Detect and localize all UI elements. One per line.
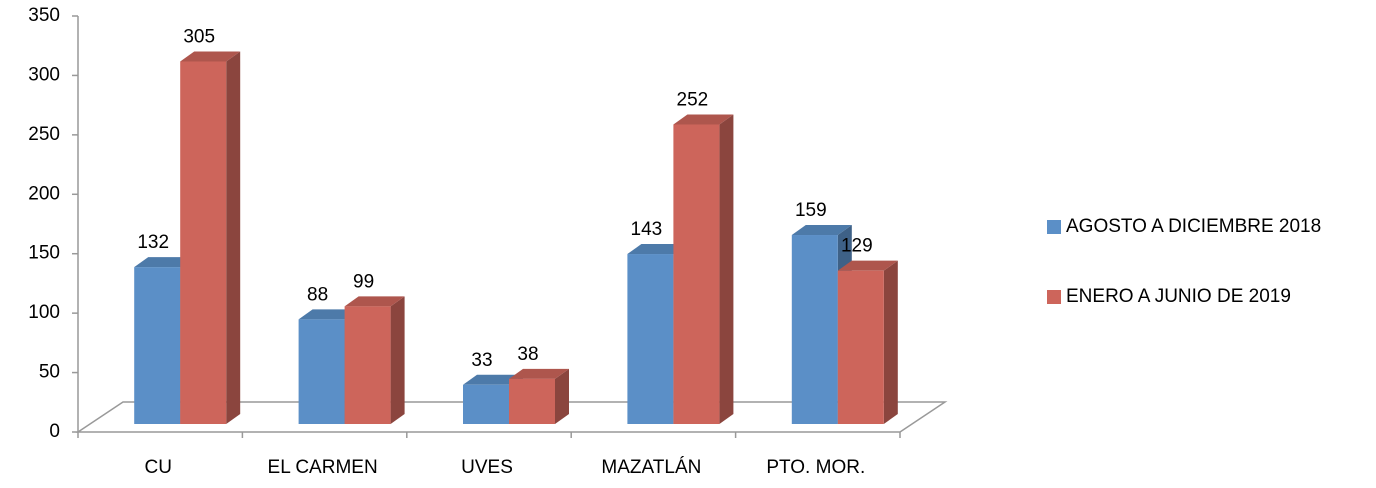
bar-top: [627, 244, 688, 255]
data-label: 33: [471, 350, 492, 371]
bar-front: [298, 319, 345, 424]
bar-side: [390, 296, 405, 424]
bar-front: [509, 378, 555, 424]
y-tick-label: 100: [28, 302, 60, 323]
x-tick-label: MAZATLÁN: [601, 457, 701, 478]
bar-side: [555, 368, 569, 424]
bar-top: [791, 225, 852, 236]
bar-front: [791, 235, 838, 424]
data-label: 143: [631, 219, 663, 240]
bar: [837, 260, 898, 424]
bar-side: [226, 51, 241, 424]
legend-swatch: [1047, 290, 1061, 304]
bar-front: [180, 61, 227, 424]
x-tick-label: PTO. MOR.: [766, 457, 865, 478]
data-label: 88: [307, 284, 328, 305]
bar-top: [298, 309, 359, 320]
y-tick-label: 350: [28, 5, 60, 26]
bar-top: [509, 368, 569, 379]
data-label: 129: [841, 236, 873, 257]
bar-top: [344, 296, 405, 307]
bar-front: [837, 270, 884, 424]
bar-front: [673, 124, 720, 424]
bar-top: [673, 114, 734, 125]
bar: [344, 296, 405, 424]
y-tick-label: 250: [28, 124, 60, 145]
bar: [509, 368, 569, 424]
bar-front: [463, 384, 509, 424]
legend-label: ENERO A JUNIO DE 2019: [1066, 286, 1291, 307]
bar-front: [344, 306, 391, 424]
floor: [75, 401, 948, 433]
x-tick-label: CU: [144, 457, 171, 478]
y-tick-label: 200: [28, 183, 60, 204]
bar-top: [837, 260, 898, 271]
bar-top: [463, 374, 523, 385]
x-tick-label: EL CARMEN: [268, 457, 378, 478]
x-tick-label: UVES: [461, 457, 513, 478]
bar-front: [134, 267, 181, 424]
y-tick-label: 0: [49, 421, 60, 442]
data-label: 132: [137, 232, 169, 253]
legend-swatch: [1047, 220, 1061, 234]
y-tick-label: 300: [28, 64, 60, 85]
bar-side: [719, 114, 734, 424]
y-tick-label: 50: [39, 362, 60, 383]
bar-front: [627, 254, 674, 424]
bar-top: [134, 257, 195, 268]
data-label: 252: [677, 89, 709, 110]
data-label: 99: [353, 271, 374, 292]
bar: [180, 51, 241, 424]
data-label: 159: [795, 200, 827, 221]
legend-label: AGOSTO A DICIEMBRE 2018: [1066, 216, 1321, 237]
bar-top: [180, 51, 241, 62]
data-label: 38: [517, 344, 538, 365]
bar: [673, 114, 734, 424]
data-label: 305: [183, 27, 215, 48]
y-tick-label: 150: [28, 243, 60, 264]
bar-side: [883, 260, 898, 424]
